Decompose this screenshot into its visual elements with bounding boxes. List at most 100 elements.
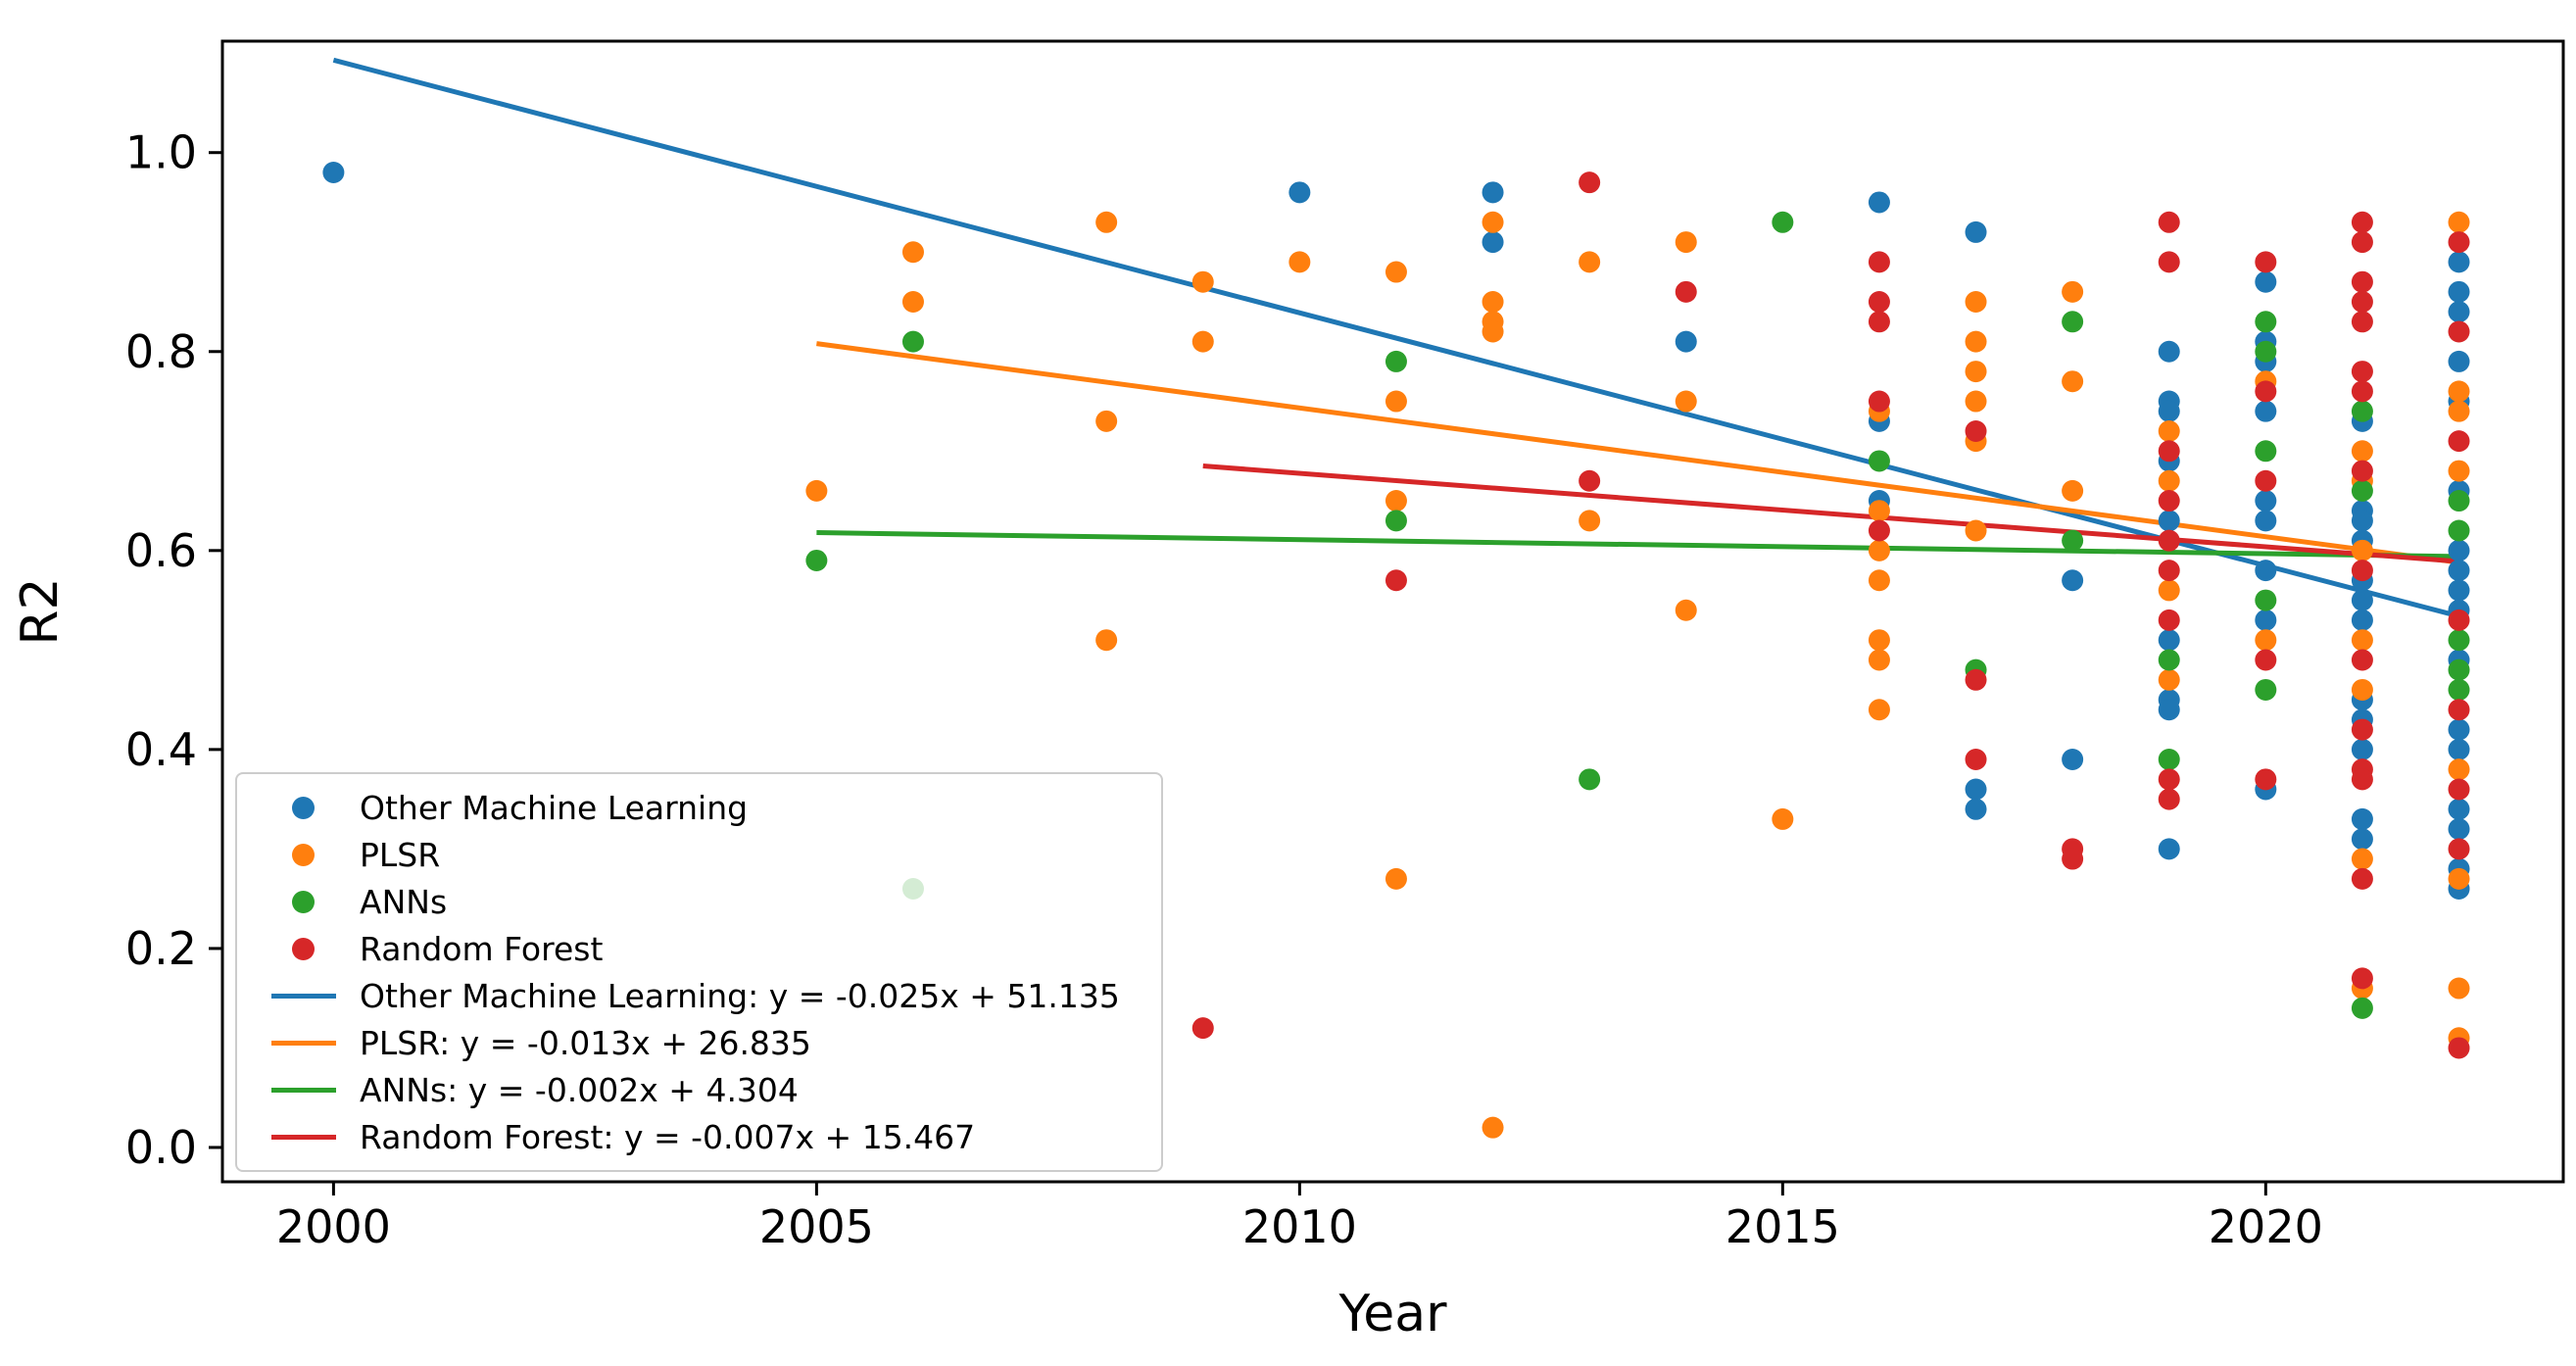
- trend-line-anns: [816, 530, 2459, 560]
- scatter-point: [2448, 678, 2470, 701]
- scatter-point: [2351, 380, 2373, 403]
- scatter-point: [2351, 510, 2373, 532]
- scatter-point: [2158, 340, 2180, 363]
- legend-label: Random Forest: y = -0.007x + 15.467: [360, 1117, 976, 1156]
- scatter-point: [2448, 818, 2470, 841]
- scatter-point: [1385, 510, 1407, 532]
- scatter-point: [1482, 231, 1504, 254]
- legend-line-green-icon: [270, 1087, 336, 1093]
- scatter-point: [1965, 798, 1987, 820]
- scatter-point: [2158, 419, 2180, 442]
- scatter-point: [2448, 539, 2470, 561]
- scatter-point: [1675, 231, 1697, 254]
- legend-dot-green-icon: [292, 890, 315, 913]
- legend-dot-orange-icon: [292, 843, 315, 866]
- scatter-point: [2448, 609, 2470, 631]
- scatter-point: [2062, 479, 2084, 502]
- scatter-point: [2351, 867, 2373, 890]
- scatter-point: [1868, 290, 1890, 313]
- scatter-point: [2448, 738, 2470, 760]
- scatter-point: [1868, 500, 1890, 522]
- legend-label: Other Machine Learning: [360, 788, 749, 827]
- scatter-point: [2351, 361, 2373, 383]
- scatter-point: [2448, 350, 2470, 372]
- scatter-point: [2158, 510, 2180, 532]
- legend-line-orange-icon: [270, 1040, 336, 1046]
- scatter-point: [2062, 311, 2084, 333]
- scatter-point: [1675, 599, 1697, 621]
- scatter-point: [2351, 589, 2373, 611]
- x-tick-label: 2020: [2209, 1200, 2323, 1253]
- scatter-point: [2062, 749, 2084, 771]
- legend-dot-blue-icon: [292, 796, 315, 819]
- scatter-point: [1579, 469, 1601, 492]
- scatter-point: [2351, 311, 2373, 333]
- scatter-point: [2448, 280, 2470, 303]
- scatter-point: [1868, 311, 1890, 333]
- legend-entry-anns-trend: ANNs: y = -0.002x + 4.304: [247, 1068, 1151, 1111]
- scatter-point: [2255, 469, 2277, 492]
- scatter-point: [1965, 390, 1987, 413]
- scatter-point: [2158, 490, 2180, 512]
- scatter-point: [2255, 251, 2277, 273]
- trend-line-other-machine-learning: [332, 57, 2460, 619]
- scatter-point: [1482, 181, 1504, 204]
- scatter-point: [2448, 867, 2470, 890]
- scatter-point: [1579, 251, 1601, 273]
- scatter-point: [1868, 539, 1890, 561]
- scatter-point: [2158, 699, 2180, 721]
- scatter-point: [2448, 718, 2470, 741]
- scatter-point: [2062, 529, 2084, 552]
- scatter-point: [1965, 330, 1987, 353]
- legend-label: ANNs: [360, 882, 448, 921]
- scatter-point: [2351, 997, 2373, 1019]
- scatter-point: [2448, 301, 2470, 323]
- scatter-point: [2448, 231, 2470, 254]
- scatter-point: [1482, 211, 1504, 233]
- y-tick-label: 0.2: [125, 922, 197, 975]
- scatter-point: [2448, 490, 2470, 512]
- scatter-point: [2448, 211, 2470, 233]
- legend-label: Random Forest: [360, 929, 604, 968]
- trend-line-random-forest: [1202, 463, 2459, 564]
- scatter-point: [2255, 629, 2277, 652]
- y-axis-label: R2: [11, 577, 70, 645]
- scatter-point: [2255, 589, 2277, 611]
- scatter-point: [2255, 380, 2277, 403]
- x-axis-label: Year: [1337, 1285, 1447, 1343]
- scatter-point: [1772, 807, 1794, 830]
- scatter-point: [2062, 569, 2084, 592]
- y-tick-label: 1.0: [125, 126, 197, 179]
- scatter-point: [2158, 838, 2180, 860]
- scatter-point: [1772, 211, 1794, 233]
- legend-label: Other Machine Learning: y = -0.025x + 51…: [360, 976, 1120, 1015]
- scatter-point: [1868, 251, 1890, 273]
- scatter-point: [2448, 659, 2470, 681]
- scatter-point: [2448, 758, 2470, 781]
- scatter-point: [2448, 519, 2470, 542]
- scatter-point: [2351, 460, 2373, 482]
- y-tick-label: 0.4: [125, 723, 197, 776]
- scatter-point: [2448, 380, 2470, 403]
- scatter-point: [1965, 290, 1987, 313]
- scatter-point: [1965, 749, 1987, 771]
- scatter-point: [2255, 649, 2277, 671]
- scatter-point: [1288, 181, 1311, 204]
- scatter-point: [2448, 320, 2470, 343]
- x-tick-label: 2005: [759, 1200, 874, 1253]
- scatter-point: [1675, 390, 1697, 413]
- scatter-point: [2158, 788, 2180, 810]
- scatter-point: [1965, 668, 1987, 691]
- scatter-point: [1868, 629, 1890, 652]
- scatter-point: [2351, 649, 2373, 671]
- scatter-point: [2351, 629, 2373, 652]
- scatter-point: [2158, 440, 2180, 463]
- scatter-point: [2255, 340, 2277, 363]
- x-tick-label: 2000: [276, 1200, 391, 1253]
- scatter-point: [1385, 261, 1407, 283]
- scatter-point: [1191, 330, 1214, 353]
- scatter-point: [2255, 311, 2277, 333]
- scatter-point: [1868, 649, 1890, 671]
